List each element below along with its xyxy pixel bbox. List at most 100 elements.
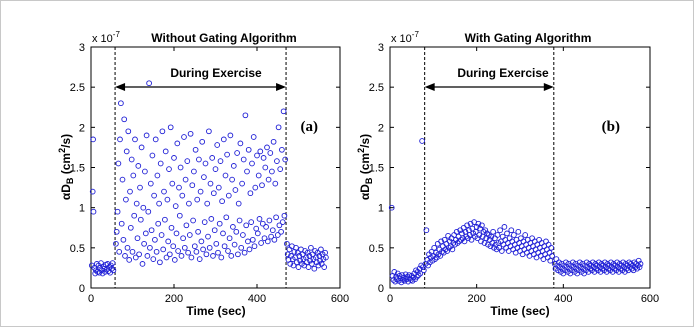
data-point: [127, 224, 134, 231]
data-point: [232, 187, 239, 193]
data-point: [417, 270, 424, 277]
data-point: [295, 264, 302, 270]
data-point: [196, 156, 202, 163]
panel-a-xlabel: Time (sec): [186, 304, 245, 318]
x-tick-label: 0: [387, 293, 393, 305]
data-point: [308, 261, 315, 267]
x-tick-label: 200: [165, 293, 183, 305]
data-point: [467, 220, 474, 227]
data-point: [133, 200, 140, 207]
data-point: [420, 267, 427, 274]
data-point: [110, 267, 117, 274]
data-point: [123, 148, 130, 155]
data-point: [113, 240, 119, 247]
data-point: [243, 222, 250, 229]
data-point: [186, 200, 192, 207]
data-point: [117, 136, 123, 143]
data-point: [275, 124, 282, 131]
data-point: [543, 238, 549, 245]
data-point: [212, 166, 219, 172]
data-point: [141, 240, 147, 247]
data-point: [204, 200, 211, 207]
data-point: [217, 158, 224, 164]
data-point: [116, 248, 123, 255]
data-point: [487, 243, 494, 250]
data-point: [440, 243, 446, 250]
y-tick-label: 1: [79, 203, 85, 215]
y-tick-label: 3: [79, 42, 85, 54]
data-point: [153, 248, 160, 255]
data-point: [609, 269, 616, 275]
data-point: [449, 246, 456, 253]
data-point: [156, 200, 162, 207]
data-point: [115, 160, 122, 167]
y-tick-label: 2.5: [369, 82, 384, 94]
data-point: [548, 244, 555, 251]
data-point: [276, 222, 283, 229]
data-point: [200, 246, 206, 253]
data-point: [225, 192, 232, 199]
data-point: [313, 259, 320, 266]
x-tick-label: 400: [248, 293, 266, 305]
data-point: [388, 204, 395, 211]
data-point: [169, 180, 176, 187]
data-point: [278, 228, 284, 235]
data-point: [265, 176, 272, 183]
data-point: [201, 219, 208, 225]
data-point: [220, 230, 226, 237]
data-point: [93, 261, 100, 267]
data-point: [134, 235, 141, 242]
data-point: [183, 222, 190, 229]
panel-b-annotation: During Exercise: [457, 66, 549, 80]
data-point: [277, 166, 284, 172]
data-point: [442, 246, 449, 253]
data-point: [274, 158, 280, 164]
data-point: [281, 212, 288, 219]
data-point: [304, 249, 311, 256]
data-point: [258, 240, 264, 246]
data-point: [635, 257, 642, 264]
data-point: [262, 164, 269, 171]
data-point: [125, 128, 132, 135]
data-point: [152, 136, 159, 143]
data-point: [191, 243, 198, 250]
data-point: [137, 184, 143, 191]
panel-a-label: (a): [301, 119, 319, 135]
data-point: [180, 235, 186, 242]
data-point: [228, 253, 235, 259]
data-point: [247, 190, 254, 197]
data-point: [128, 156, 135, 163]
data-point: [506, 235, 513, 242]
data-point: [142, 230, 149, 237]
panel-a-arrowhead-right: [276, 83, 287, 91]
data-point: [229, 176, 235, 183]
y-tick-label: 2: [378, 122, 384, 134]
data-point: [203, 251, 210, 258]
data-point: [284, 240, 290, 247]
data-point: [499, 233, 506, 240]
data-point: [419, 138, 425, 144]
data-point: [236, 217, 243, 224]
data-point: [274, 232, 281, 238]
data-point: [257, 148, 264, 155]
data-point: [438, 238, 444, 245]
data-point: [515, 228, 522, 235]
data-point: [139, 261, 146, 267]
data-point: [308, 244, 314, 251]
data-point: [209, 155, 216, 161]
data-point: [245, 238, 251, 245]
data-point: [271, 236, 278, 243]
data-point: [615, 269, 622, 275]
data-point: [237, 140, 244, 147]
data-point: [184, 158, 191, 164]
data-point: [518, 235, 524, 242]
data-point: [254, 230, 261, 237]
data-point: [458, 236, 464, 243]
data-point: [490, 228, 496, 235]
data-point: [522, 232, 529, 238]
data-point: [222, 172, 229, 179]
y-tick-label: 3: [378, 42, 384, 54]
data-point: [245, 146, 252, 153]
panel-b-label: (b): [602, 119, 620, 135]
data-point: [230, 163, 237, 169]
